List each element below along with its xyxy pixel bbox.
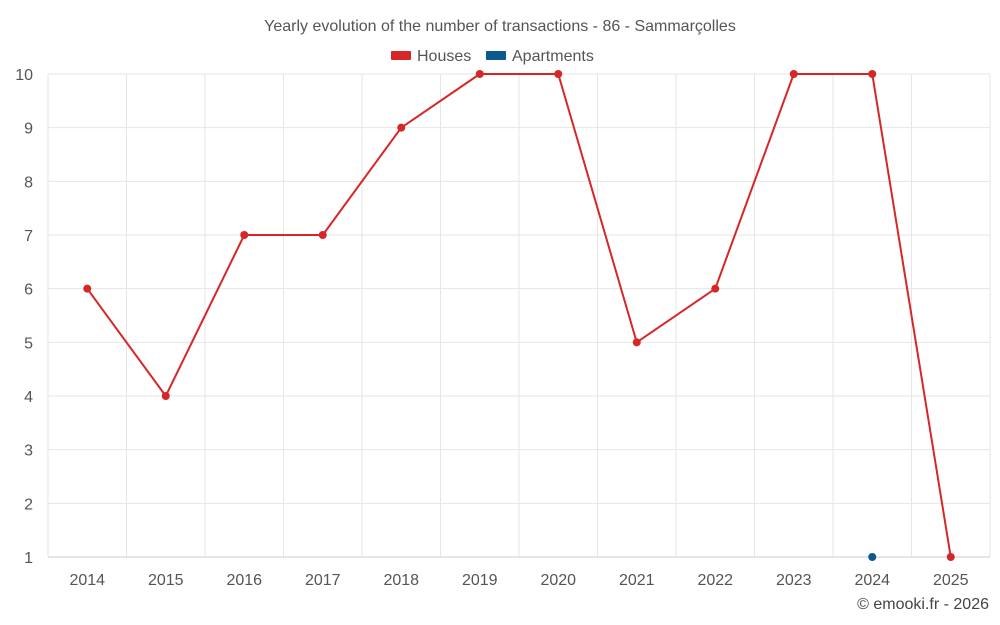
x-tick-label: 2017	[305, 572, 341, 589]
data-point-houses[interactable]	[868, 70, 877, 78]
chart-title: Yearly evolution of the number of transa…	[264, 18, 736, 35]
y-tick-label: 1	[24, 550, 33, 567]
legend-swatch-apartments	[486, 51, 506, 60]
legend-label-houses: Houses	[417, 48, 471, 65]
y-tick-label: 5	[24, 335, 33, 352]
series	[83, 70, 955, 561]
data-point-houses[interactable]	[240, 231, 249, 239]
x-tick-label: 2024	[854, 572, 890, 589]
data-point-houses[interactable]	[946, 553, 955, 561]
data-point-houses[interactable]	[83, 284, 92, 293]
data-point-houses[interactable]	[397, 123, 406, 132]
data-point-houses[interactable]	[789, 70, 798, 78]
x-tick-label: 2014	[69, 572, 105, 589]
legend-swatch-houses	[391, 51, 411, 60]
y-tick-label: 3	[24, 443, 33, 460]
x-tick-label: 2020	[540, 572, 576, 589]
data-point-houses[interactable]	[632, 338, 641, 347]
legend-label-apartments: Apartments	[512, 48, 594, 65]
y-tick-label: 7	[24, 228, 33, 245]
x-tick-label: 2021	[619, 572, 655, 589]
data-point-houses[interactable]	[318, 231, 327, 239]
data-point-houses[interactable]	[554, 70, 563, 78]
grid	[47, 73, 991, 557]
y-tick-label: 9	[24, 121, 33, 138]
data-point-houses[interactable]	[475, 70, 484, 78]
y-tick-label: 6	[24, 282, 33, 299]
data-point-apartments[interactable]	[868, 553, 877, 561]
x-tick-label: 2022	[697, 572, 733, 589]
y-tick-label: 10	[15, 67, 33, 84]
legend: Houses Apartments	[391, 48, 594, 65]
credit-text: © emooki.fr - 2026	[857, 596, 989, 613]
legend-item-houses[interactable]: Houses	[391, 48, 471, 65]
y-tick-label: 8	[24, 174, 33, 191]
x-tick-label: 2019	[462, 572, 498, 589]
y-tick-label: 4	[24, 389, 33, 406]
data-point-houses[interactable]	[711, 284, 720, 293]
series-line-houses	[86, 73, 952, 558]
x-tick-label: 2015	[148, 572, 184, 589]
x-tick-label: 2025	[933, 572, 969, 589]
axes: 1 2 3 4 5 6 7 8 9 10 2014 2015 2016 2017 2018 2019 2020 2…	[15, 67, 990, 589]
x-tick-label: 2023	[776, 572, 812, 589]
x-tick-label: 2016	[226, 572, 262, 589]
data-point-houses[interactable]	[161, 392, 170, 400]
legend-item-apartments[interactable]: Apartments	[486, 48, 594, 65]
x-tick-label: 2018	[383, 572, 419, 589]
y-tick-label: 2	[24, 496, 33, 513]
